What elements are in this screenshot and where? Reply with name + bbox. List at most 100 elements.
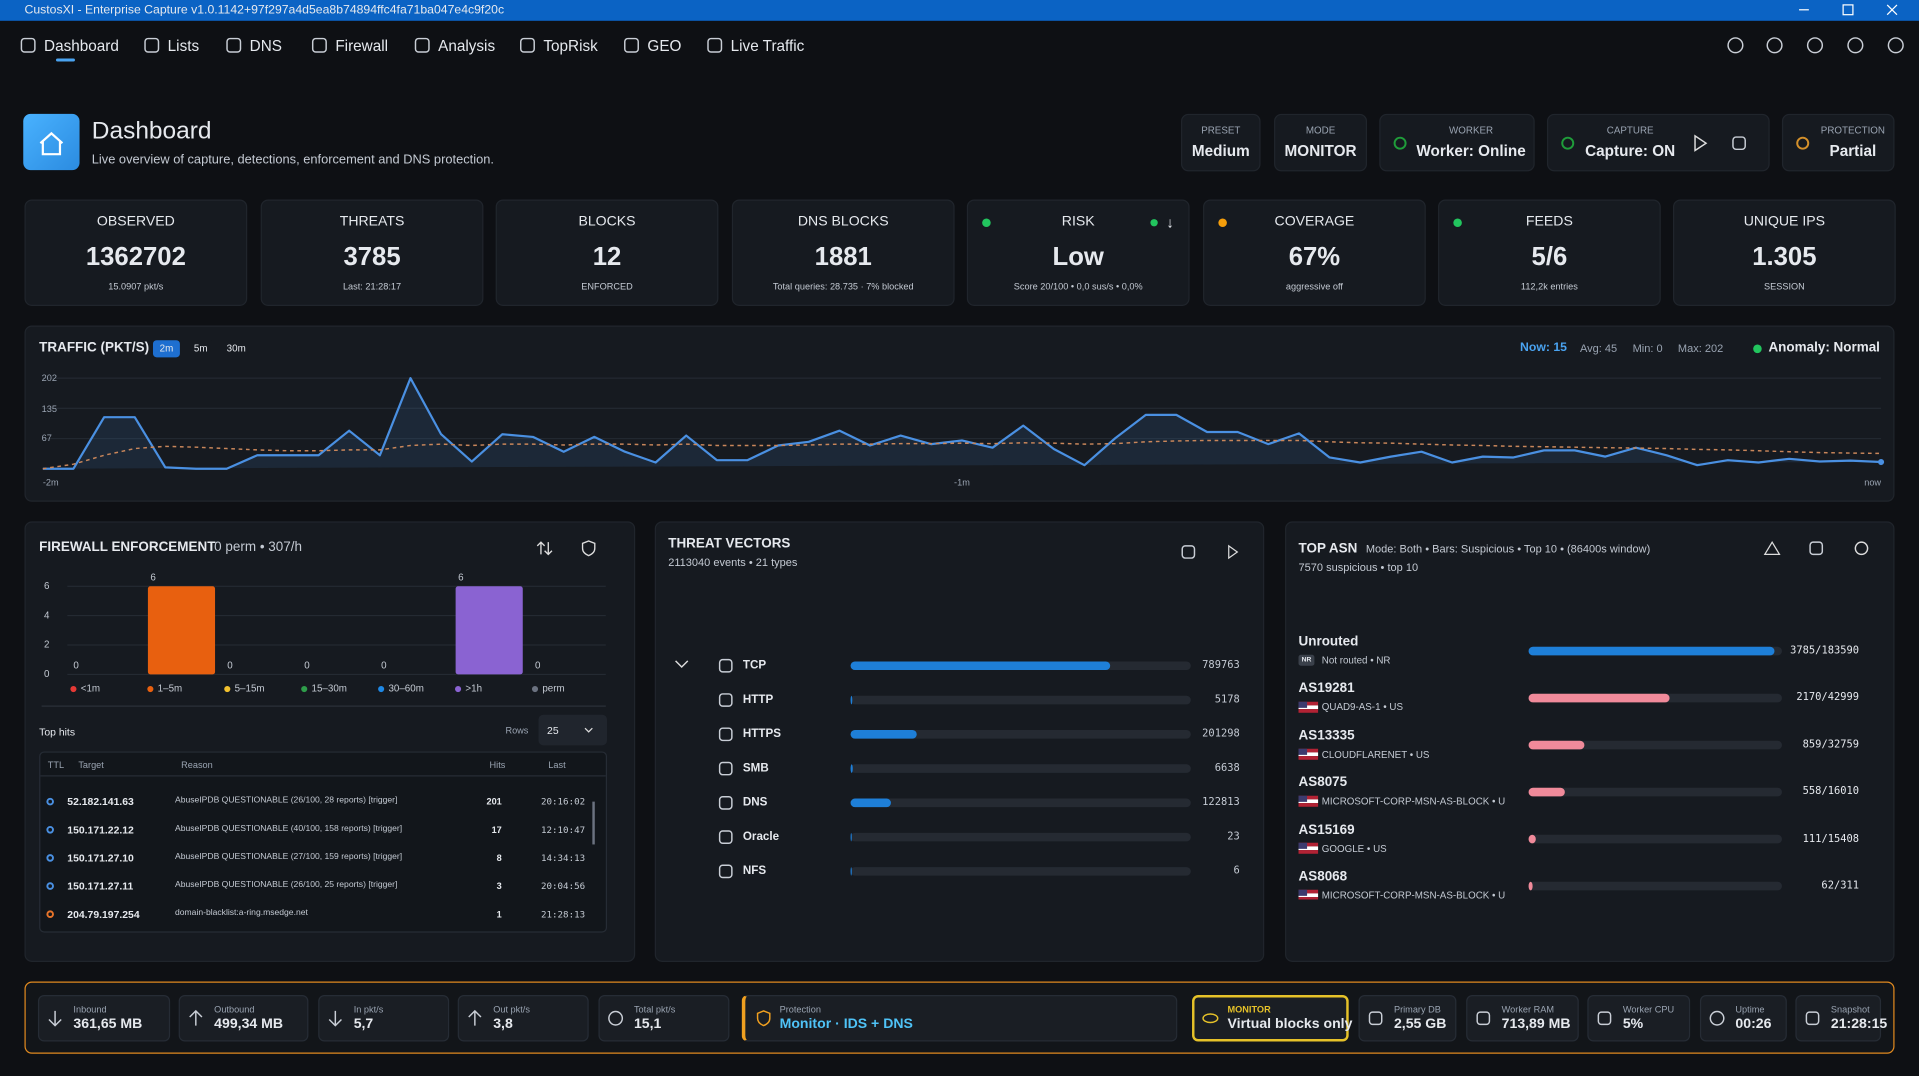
rows-dropdown[interactable] xyxy=(538,714,608,746)
icon xyxy=(718,727,733,742)
dropdown-chevron xyxy=(584,727,593,733)
asn-number: AS19281 xyxy=(1298,681,1355,697)
shield-button xyxy=(581,540,596,557)
bar xyxy=(455,586,523,675)
range-button[interactable] xyxy=(187,340,215,358)
flag xyxy=(1298,701,1319,713)
page-subtitle: Live overview of capture, detections, en… xyxy=(91,152,494,168)
toolbar-button xyxy=(1766,37,1783,54)
bar-value-label: 0 xyxy=(227,659,233,671)
bar xyxy=(1528,881,1533,891)
current-point xyxy=(1877,458,1885,466)
kpi-sub: SESSION xyxy=(1763,280,1805,292)
table-header: Reason xyxy=(181,759,213,771)
clock-icon xyxy=(608,1010,624,1026)
icon xyxy=(718,693,733,707)
asn-number: AS8068 xyxy=(1298,869,1348,885)
legend-label: 30–60m xyxy=(388,683,424,695)
asn-number: AS15169 xyxy=(1298,822,1355,838)
range-button-label[interactable]: 2m xyxy=(159,342,174,354)
status-tile-value: 2,55 GB xyxy=(1393,1017,1447,1032)
hit-reason: AbuseIPDB QUESTIONABLE (27/100, 159 repo… xyxy=(175,852,403,862)
status-tile-label: Snapshot xyxy=(1830,1004,1870,1016)
status-label: WORKER xyxy=(1449,125,1494,137)
status-dot xyxy=(1796,136,1810,150)
status-dot xyxy=(147,685,154,693)
kpi-card xyxy=(1673,199,1896,306)
flag-stripe xyxy=(1298,709,1319,713)
nav-item[interactable]: Dashboard xyxy=(44,36,119,54)
nav-item[interactable]: Firewall xyxy=(335,36,389,54)
status-tile-value: 5,7 xyxy=(353,1017,374,1032)
status-value: MONITOR xyxy=(1284,142,1357,160)
nav-item[interactable]: Live Traffic xyxy=(730,36,805,54)
status-dot xyxy=(1561,136,1575,150)
traffic-stat: Min: 0 xyxy=(1632,342,1663,355)
hit-last: 20:16:02 xyxy=(540,796,586,808)
icon xyxy=(1732,136,1746,151)
range-button[interactable] xyxy=(152,340,180,358)
settings-button xyxy=(1854,541,1869,556)
kpi-card xyxy=(495,199,719,306)
kpi-label: RISK xyxy=(1061,214,1095,229)
play-button xyxy=(1228,544,1239,560)
flag xyxy=(1298,889,1319,900)
nav-item[interactable]: Analysis xyxy=(438,36,496,54)
flag-stripe xyxy=(1298,756,1319,760)
bar xyxy=(1528,787,1565,797)
nav-item[interactable]: Lists xyxy=(167,36,200,54)
y-tick-label: 67 xyxy=(41,433,52,445)
kpi-sub: aggressive off xyxy=(1285,280,1343,292)
asn-org: MICROSOFT-CORP-MSN-AS-BLOCK • U xyxy=(1321,795,1506,807)
asn-number: AS13335 xyxy=(1298,728,1355,744)
bar xyxy=(850,764,853,773)
flag-stripe xyxy=(1298,846,1319,851)
kpi-label: BLOCKS xyxy=(578,214,636,229)
status-dot xyxy=(455,685,462,693)
nav-item[interactable]: DNS xyxy=(249,36,282,54)
kpi-value: 12 xyxy=(592,242,622,271)
y-tick-label: 202 xyxy=(41,372,57,384)
status-tile-label: Total pkt/s xyxy=(633,1004,676,1016)
kpi-value: 3785 xyxy=(343,242,401,271)
nav-item[interactable]: GEO xyxy=(647,36,682,54)
icon xyxy=(520,37,535,53)
range-button[interactable] xyxy=(221,340,251,358)
bar-track xyxy=(1528,740,1782,750)
toolbar-button xyxy=(1806,37,1824,54)
status-tile-value: 361,65 MB xyxy=(73,1017,143,1032)
arrow-icon xyxy=(48,1010,62,1027)
status-dot xyxy=(1753,344,1762,354)
bar-track xyxy=(1528,834,1782,844)
y-tick-label: 6 xyxy=(44,580,50,592)
icon xyxy=(414,37,430,53)
status-label: PRESET xyxy=(1201,125,1241,137)
status-value: Partial xyxy=(1829,142,1877,160)
icon xyxy=(226,37,242,53)
kpi-trend: ↓ xyxy=(1166,213,1174,232)
status-value: Worker: Online xyxy=(1416,142,1526,160)
range-button-label[interactable]: 30m xyxy=(226,342,246,354)
bar-track xyxy=(850,867,1191,876)
kpi-label: DNS BLOCKS xyxy=(797,214,889,229)
kpi-card xyxy=(1203,199,1426,306)
title-bar xyxy=(0,0,1919,21)
vector-name: NFS xyxy=(742,864,767,878)
icon xyxy=(1809,541,1824,556)
icon xyxy=(718,795,733,810)
traffic-stat: Max: 202 xyxy=(1677,342,1724,355)
status-dot xyxy=(378,685,385,693)
bar xyxy=(850,832,852,842)
flag-stripe xyxy=(1298,752,1319,757)
range-button-label[interactable]: 5m xyxy=(193,342,208,354)
hit-count: 201 xyxy=(486,796,502,808)
vector-value: 5178 xyxy=(1214,693,1240,707)
status-dot xyxy=(1393,136,1407,150)
rows-value[interactable]: 25 xyxy=(547,724,559,737)
traffic-line xyxy=(42,377,1882,470)
bar-value-label: 0 xyxy=(534,659,541,671)
bar-track xyxy=(850,832,1191,842)
nav-item[interactable]: TopRisk xyxy=(543,36,598,54)
vector-name: TCP xyxy=(742,658,767,673)
panel-title: THREAT VECTORS xyxy=(668,536,791,552)
